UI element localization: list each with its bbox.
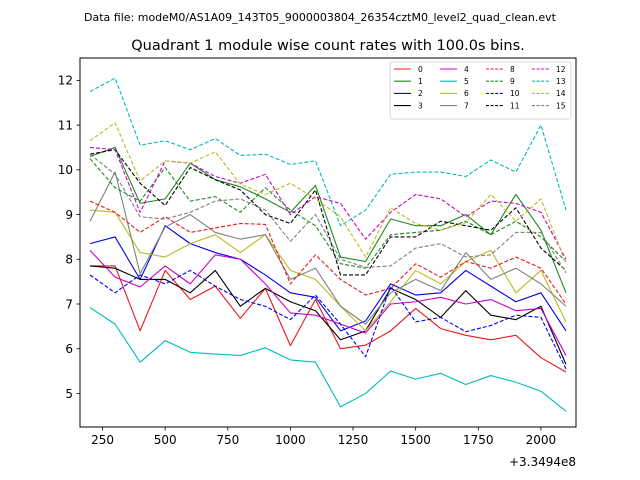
y-tick-label: 5: [65, 387, 73, 401]
legend-label-4: 4: [464, 65, 469, 74]
legend-label-15: 15: [556, 101, 566, 110]
x-tick-label: 1750: [463, 433, 494, 447]
x-tick-label: 1000: [275, 433, 306, 447]
series-line-4: [89, 249, 567, 356]
y-tick-label: 7: [65, 297, 73, 311]
series-line-14: [89, 122, 567, 264]
legend-label-11: 11: [510, 101, 520, 110]
x-tick-label: 500: [154, 433, 177, 447]
legend-label-10: 10: [510, 89, 520, 98]
legend-label-8: 8: [510, 65, 515, 74]
series-line-8: [89, 200, 567, 305]
legend-label-1: 1: [418, 77, 423, 86]
series-line-0: [90, 265, 567, 373]
series-line-6: [89, 209, 567, 332]
chart-suptitle: Data file: modeM0/AS1A09_143T05_90000038…: [84, 11, 557, 24]
series-line-7: [89, 171, 567, 325]
series-line-2: [89, 225, 567, 332]
x-offset-label: +3.3494e8: [509, 455, 576, 469]
y-tick-label: 12: [58, 74, 73, 88]
x-tick-label: 1250: [338, 433, 369, 447]
legend-label-9: 9: [510, 77, 515, 86]
series-line-10: [89, 269, 567, 370]
y-tick-label: 11: [58, 118, 73, 132]
x-tick-label: 750: [216, 433, 239, 447]
x-tick-label: 250: [91, 433, 114, 447]
legend-label-2: 2: [418, 89, 423, 98]
legend-label-14: 14: [556, 89, 566, 98]
legend-label-12: 12: [556, 65, 566, 74]
legend-label-7: 7: [464, 101, 469, 110]
plot-frame: [79, 57, 577, 428]
series-line-11: [89, 149, 567, 276]
x-tick-label: 1500: [400, 433, 431, 447]
series-line-13: [89, 77, 567, 227]
series-layer: [89, 77, 567, 412]
y-tick-label: 8: [65, 253, 73, 267]
series-line-15: [89, 153, 567, 273]
y-tick-label: 9: [65, 208, 73, 222]
y-tick-label: 6: [65, 342, 73, 356]
series-line-12: [89, 146, 567, 260]
legend-label-13: 13: [556, 77, 566, 86]
y-tick-label: 10: [58, 163, 73, 177]
legend-box: [389, 61, 572, 120]
series-line-5: [89, 307, 567, 412]
x-tick-label: 2000: [526, 433, 557, 447]
legend-label-5: 5: [464, 77, 469, 86]
legend-label-3: 3: [418, 101, 423, 110]
legend-label-6: 6: [464, 89, 469, 98]
legend-label-0: 0: [418, 65, 423, 74]
chart-title: Quadrant 1 module wise count rates with …: [131, 38, 525, 54]
series-line-1: [89, 146, 567, 294]
series-line-9: [89, 158, 567, 269]
